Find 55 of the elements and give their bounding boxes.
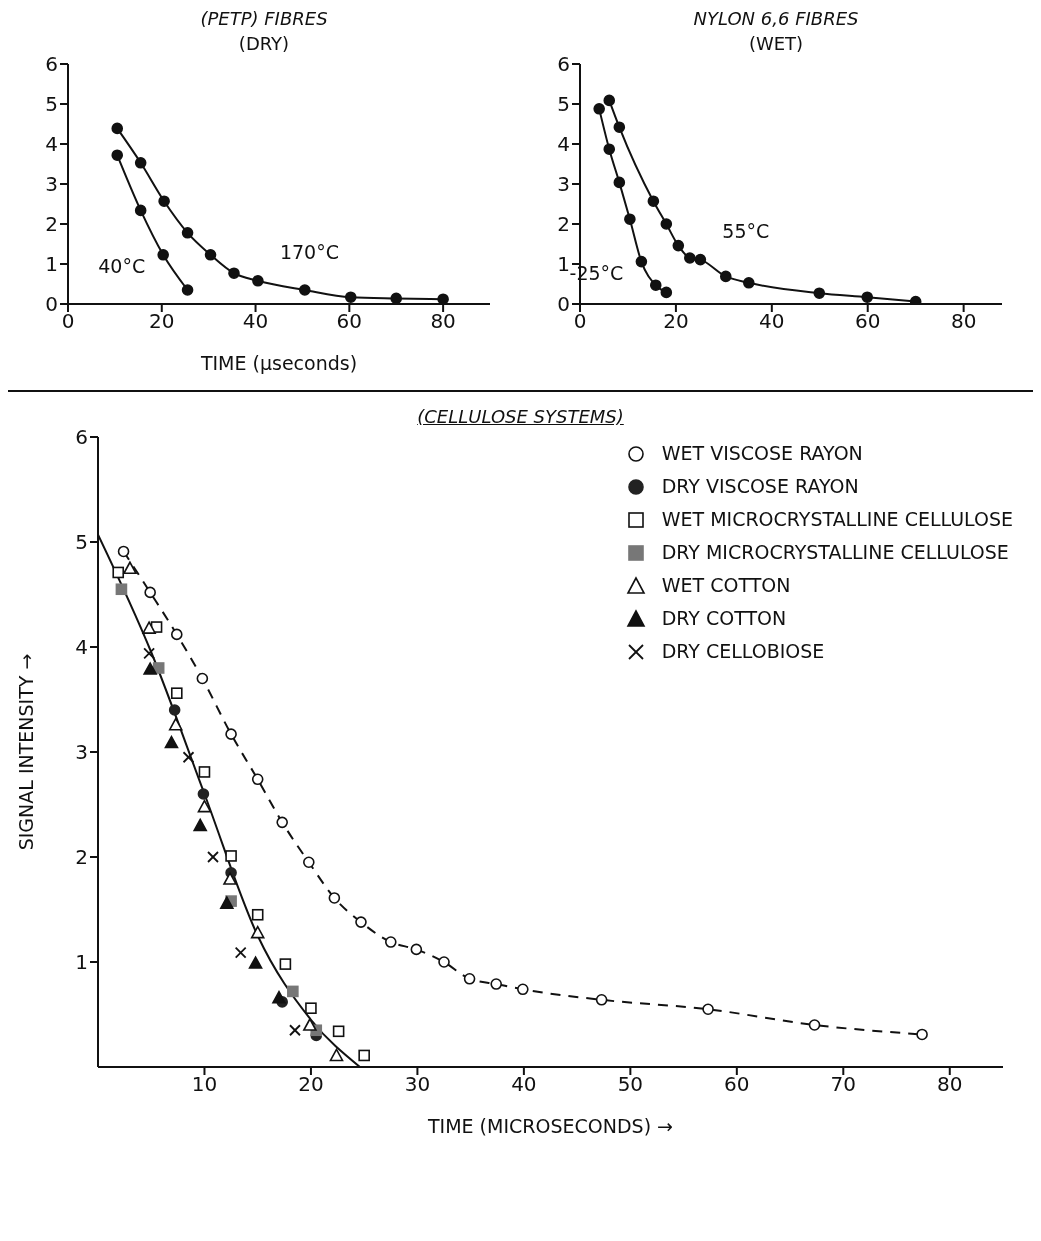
x-tick-label: 50 (617, 1072, 644, 1097)
y-tick-label: 1 (45, 252, 58, 277)
y-tick-label: 2 (75, 845, 88, 870)
series-label: 40°C (98, 254, 146, 277)
y-tick-label: 2 (45, 212, 58, 237)
y-tick-label: 6 (75, 425, 88, 450)
x-tick-label: 40 (242, 309, 269, 334)
x-tick-label: 0 (573, 309, 587, 334)
x-tick-label: 10 (191, 1072, 218, 1097)
series-label: 55°C (722, 219, 770, 242)
y-tick-label: 5 (45, 92, 58, 117)
x-tick-label: 60 (724, 1072, 750, 1097)
x-tick-label: 60 (855, 309, 881, 334)
x-tick-label: 40 (759, 309, 785, 334)
y-tick-label: 0 (557, 292, 570, 317)
y-tick-label: 3 (75, 740, 88, 765)
y-tick-label: 6 (45, 52, 58, 77)
x-axis-title: TIME (MICROSECONDS) → (426, 1115, 674, 1137)
x-tick-label: 20 (298, 1072, 324, 1097)
legend-label: DRY CELLOBIOSE (661, 639, 825, 664)
legend-label: WET MICROCRYSTALLINE CELLULOSE (661, 507, 1013, 532)
y-tick-label: 3 (557, 172, 570, 197)
chart-subtitle: (DRY) (237, 33, 291, 54)
y-tick-label: 4 (557, 132, 570, 157)
y-tick-label: 3 (45, 172, 58, 197)
x-tick-label: 60 (336, 309, 363, 334)
x-tick-label: 30 (404, 1072, 431, 1097)
y-tick-label: 5 (557, 92, 570, 117)
y-tick-label: 2 (557, 212, 570, 237)
legend-label: DRY COTTON (661, 606, 787, 631)
x-tick-label: 70 (830, 1072, 857, 1097)
y-tick-label: 1 (557, 252, 570, 277)
y-tick-label: 4 (75, 635, 88, 660)
chart-subtitle: (WET) (747, 33, 805, 54)
chart-title: NYLON 6,6 FIBRES (692, 8, 860, 29)
y-tick-label: 4 (45, 132, 58, 157)
legend-label: DRY VISCOSE RAYON (661, 474, 859, 499)
legend-label: WET VISCOSE RAYON (661, 441, 863, 466)
chart-title: (PETP) FIBRES (199, 8, 329, 29)
x-tick-label: 20 (663, 309, 689, 334)
y-tick-label: 1 (75, 950, 88, 975)
y-tick-label: 0 (45, 292, 58, 317)
series-label: 170°C (279, 240, 339, 263)
y-axis-title: SIGNAL INTENSITY → (14, 653, 37, 851)
x-tick-label: 80 (937, 1072, 963, 1097)
y-tick-label: 5 (75, 530, 88, 555)
legend-label: WET COTTON (661, 573, 791, 598)
y-tick-label: 6 (557, 52, 570, 77)
x-tick-label: 20 (149, 309, 175, 334)
x-tick-label: 40 (511, 1072, 537, 1097)
x-tick-label: 80 (950, 309, 977, 334)
chart-title: (CELLULOSE SYSTEMS) (416, 406, 625, 427)
legend-label: DRY MICROCRYSTALLINE CELLULOSE (661, 540, 1009, 565)
x-tick-label: 80 (430, 309, 456, 334)
x-axis-title: TIME (µseconds) (199, 352, 358, 374)
